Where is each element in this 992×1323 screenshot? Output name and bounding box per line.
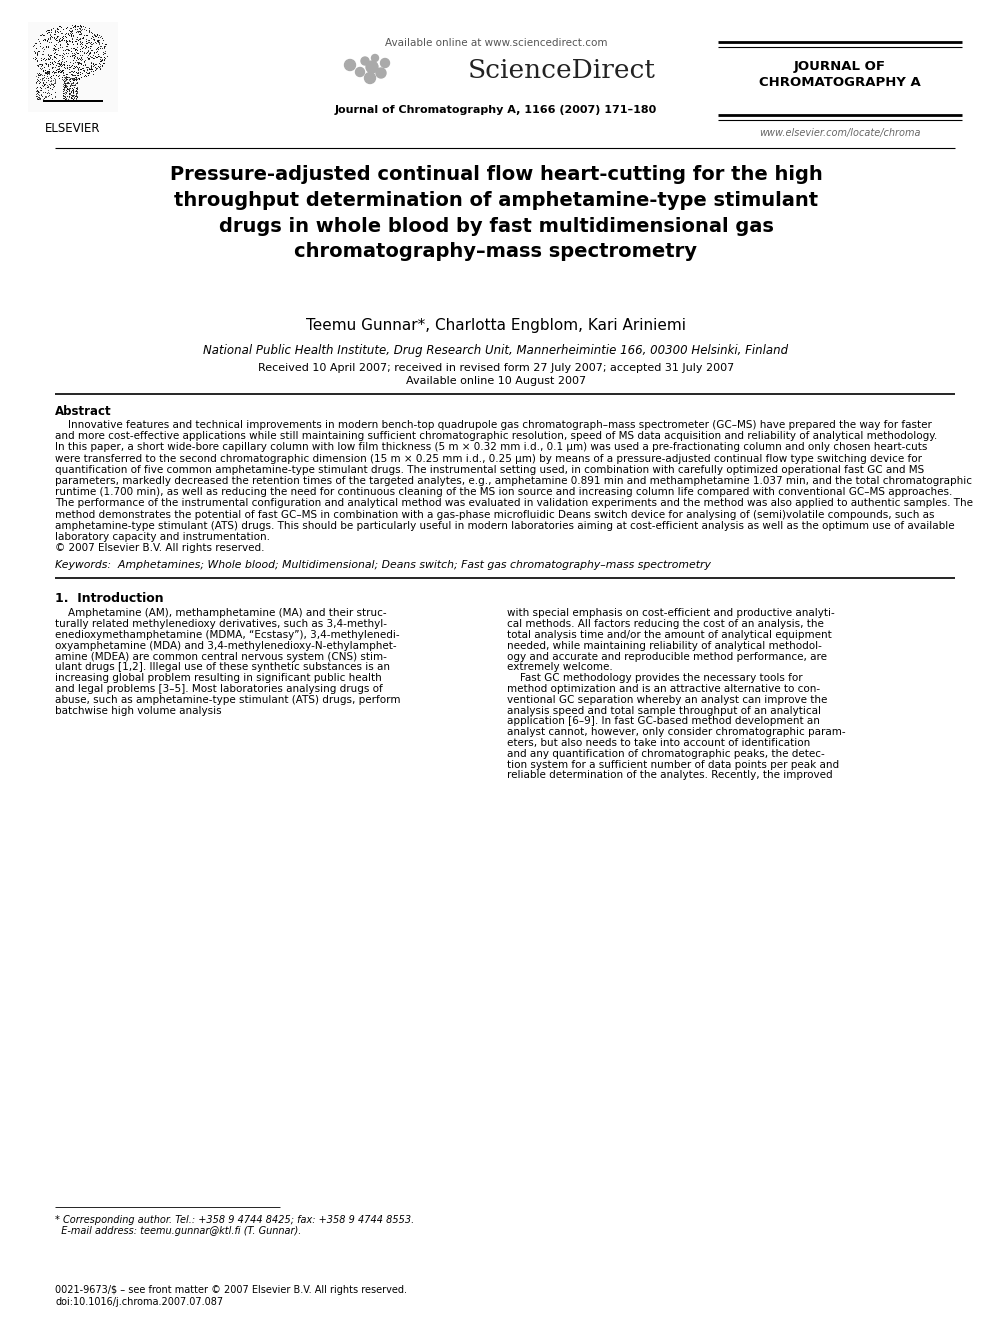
Text: runtime (1.700 min), as well as reducing the need for continuous cleaning of the: runtime (1.700 min), as well as reducing… bbox=[55, 487, 952, 497]
Text: abuse, such as amphetamine-type stimulant (ATS) drugs, perform: abuse, such as amphetamine-type stimulan… bbox=[55, 695, 401, 705]
Text: Received 10 April 2007; received in revised form 27 July 2007; accepted 31 July : Received 10 April 2007; received in revi… bbox=[258, 363, 734, 373]
Text: tion system for a sufficient number of data points per peak and: tion system for a sufficient number of d… bbox=[507, 759, 839, 770]
Text: ventional GC separation whereby an analyst can improve the: ventional GC separation whereby an analy… bbox=[507, 695, 827, 705]
Circle shape bbox=[371, 54, 379, 61]
Text: needed, while maintaining reliability of analytical methodol-: needed, while maintaining reliability of… bbox=[507, 640, 822, 651]
Text: Keywords:  Amphetamines; Whole blood; Multidimensional; Deans switch; Fast gas c: Keywords: Amphetamines; Whole blood; Mul… bbox=[55, 561, 711, 570]
Text: CHROMATOGRAPHY A: CHROMATOGRAPHY A bbox=[759, 75, 921, 89]
Text: and any quantification of chromatographic peaks, the detec-: and any quantification of chromatographi… bbox=[507, 749, 824, 759]
Circle shape bbox=[344, 60, 355, 70]
Text: and more cost-effective applications while still maintaining sufficient chromato: and more cost-effective applications whi… bbox=[55, 431, 937, 441]
Text: ogy and accurate and reproducible method performance, are: ogy and accurate and reproducible method… bbox=[507, 652, 827, 662]
Circle shape bbox=[381, 58, 390, 67]
Text: quantification of five common amphetamine-type stimulant drugs. The instrumental: quantification of five common amphetamin… bbox=[55, 464, 925, 475]
Text: increasing global problem resulting in significant public health: increasing global problem resulting in s… bbox=[55, 673, 382, 683]
Text: ELSEVIER: ELSEVIER bbox=[46, 122, 101, 135]
Text: enedioxymethamphetamine (MDMA, “Ecstasy”), 3,4-methylenedi-: enedioxymethamphetamine (MDMA, “Ecstasy”… bbox=[55, 630, 400, 640]
Text: 1.  Introduction: 1. Introduction bbox=[55, 593, 164, 606]
Text: eters, but also needs to take into account of identification: eters, but also needs to take into accou… bbox=[507, 738, 810, 747]
Text: reliable determination of the analytes. Recently, the improved: reliable determination of the analytes. … bbox=[507, 770, 832, 781]
Text: cal methods. All factors reducing the cost of an analysis, the: cal methods. All factors reducing the co… bbox=[507, 619, 824, 630]
Text: National Public Health Institute, Drug Research Unit, Mannerheimintie 166, 00300: National Public Health Institute, Drug R… bbox=[203, 344, 789, 357]
Text: Fast GC methodology provides the necessary tools for: Fast GC methodology provides the necessa… bbox=[507, 673, 803, 683]
Text: ulant drugs [1,2]. Illegal use of these synthetic substances is an: ulant drugs [1,2]. Illegal use of these … bbox=[55, 663, 390, 672]
Text: ScienceDirect: ScienceDirect bbox=[468, 58, 656, 83]
Text: Teemu Gunnar*, Charlotta Engblom, Kari Ariniemi: Teemu Gunnar*, Charlotta Engblom, Kari A… bbox=[306, 318, 686, 333]
Text: extremely welcome.: extremely welcome. bbox=[507, 663, 613, 672]
Text: © 2007 Elsevier B.V. All rights reserved.: © 2007 Elsevier B.V. All rights reserved… bbox=[55, 544, 265, 553]
Text: analysis speed and total sample throughput of an analytical: analysis speed and total sample throughp… bbox=[507, 705, 821, 716]
Text: analyst cannot, however, only consider chromatographic param-: analyst cannot, however, only consider c… bbox=[507, 728, 845, 737]
Text: Amphetamine (AM), methamphetamine (MA) and their struc-: Amphetamine (AM), methamphetamine (MA) a… bbox=[55, 609, 387, 618]
Text: JOURNAL OF: JOURNAL OF bbox=[794, 60, 886, 73]
Text: 0021-9673/$ – see front matter © 2007 Elsevier B.V. All rights reserved.: 0021-9673/$ – see front matter © 2007 El… bbox=[55, 1285, 407, 1295]
Text: amphetamine-type stimulant (ATS) drugs. This should be particularly useful in mo: amphetamine-type stimulant (ATS) drugs. … bbox=[55, 521, 954, 531]
Text: * Corresponding author. Tel.: +358 9 4744 8425; fax: +358 9 4744 8553.: * Corresponding author. Tel.: +358 9 474… bbox=[55, 1215, 415, 1225]
Text: application [6–9]. In fast GC-based method development an: application [6–9]. In fast GC-based meth… bbox=[507, 716, 819, 726]
Text: method demonstrates the potential of fast GC–MS in combination with a gas-phase : method demonstrates the potential of fas… bbox=[55, 509, 934, 520]
Text: Abstract: Abstract bbox=[55, 405, 112, 418]
Circle shape bbox=[361, 57, 369, 65]
Text: with special emphasis on cost-efficient and productive analyti-: with special emphasis on cost-efficient … bbox=[507, 609, 834, 618]
Text: www.elsevier.com/locate/chroma: www.elsevier.com/locate/chroma bbox=[759, 128, 921, 138]
Circle shape bbox=[366, 61, 378, 73]
Text: Available online at www.sciencedirect.com: Available online at www.sciencedirect.co… bbox=[385, 38, 607, 48]
Text: Available online 10 August 2007: Available online 10 August 2007 bbox=[406, 376, 586, 386]
Text: Innovative features and technical improvements in modern bench-top quadrupole ga: Innovative features and technical improv… bbox=[55, 419, 931, 430]
Text: Pressure-adjusted continual flow heart-cutting for the high
throughput determina: Pressure-adjusted continual flow heart-c… bbox=[170, 165, 822, 261]
Text: doi:10.1016/j.chroma.2007.07.087: doi:10.1016/j.chroma.2007.07.087 bbox=[55, 1297, 223, 1307]
Circle shape bbox=[376, 67, 386, 78]
Text: amine (MDEA) are common central nervous system (CNS) stim-: amine (MDEA) are common central nervous … bbox=[55, 652, 387, 662]
Text: total analysis time and/or the amount of analytical equipment: total analysis time and/or the amount of… bbox=[507, 630, 831, 640]
Text: method optimization and is an attractive alternative to con-: method optimization and is an attractive… bbox=[507, 684, 820, 695]
Text: batchwise high volume analysis: batchwise high volume analysis bbox=[55, 705, 221, 716]
Text: The performance of the instrumental configuration and analytical method was eval: The performance of the instrumental conf… bbox=[55, 499, 973, 508]
Text: parameters, markedly decreased the retention times of the targeted analytes, e.g: parameters, markedly decreased the reten… bbox=[55, 476, 972, 486]
Circle shape bbox=[364, 73, 376, 83]
Text: Journal of Chromatography A, 1166 (2007) 171–180: Journal of Chromatography A, 1166 (2007)… bbox=[335, 105, 657, 115]
Text: turally related methylenedioxy derivatives, such as 3,4-methyl-: turally related methylenedioxy derivativ… bbox=[55, 619, 387, 630]
Text: and legal problems [3–5]. Most laboratories analysing drugs of: and legal problems [3–5]. Most laborator… bbox=[55, 684, 383, 695]
Text: were transferred to the second chromatographic dimension (15 m × 0.25 mm i.d., 0: were transferred to the second chromatog… bbox=[55, 454, 922, 463]
Text: In this paper, a short wide-bore capillary column with low film thickness (5 m ×: In this paper, a short wide-bore capilla… bbox=[55, 442, 928, 452]
Text: oxyamphetamine (MDA) and 3,4-methylenedioxy-N-ethylamphet-: oxyamphetamine (MDA) and 3,4-methylenedi… bbox=[55, 640, 397, 651]
Circle shape bbox=[355, 67, 364, 77]
Text: E-mail address: teemu.gunnar@ktl.fi (T. Gunnar).: E-mail address: teemu.gunnar@ktl.fi (T. … bbox=[55, 1226, 302, 1236]
Text: laboratory capacity and instrumentation.: laboratory capacity and instrumentation. bbox=[55, 532, 270, 542]
